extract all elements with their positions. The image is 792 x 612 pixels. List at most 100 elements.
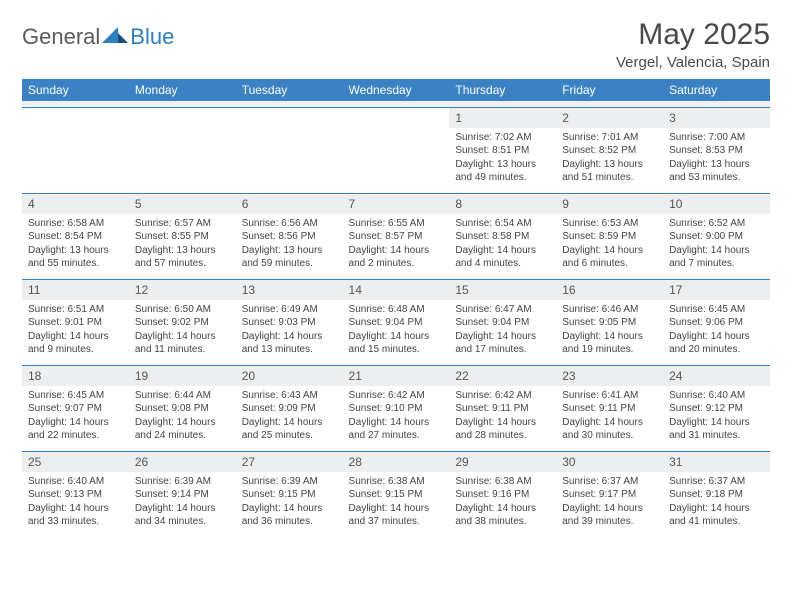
day-number-cell: 11 <box>22 279 129 300</box>
sunrise-text: Sunrise: 7:02 AM <box>455 132 531 143</box>
sunset-text: Sunset: 9:15 PM <box>349 489 423 500</box>
daylight-text: Daylight: 13 hours and 55 minutes. <box>28 245 109 270</box>
sunrise-text: Sunrise: 6:47 AM <box>455 304 531 315</box>
daylight-text: Daylight: 14 hours and 2 minutes. <box>349 245 430 270</box>
sunrise-text: Sunrise: 6:50 AM <box>135 304 211 315</box>
sunrise-text: Sunrise: 6:55 AM <box>349 218 425 229</box>
sunset-text: Sunset: 9:12 PM <box>669 403 743 414</box>
day-detail-cell: Sunrise: 6:39 AMSunset: 9:14 PMDaylight:… <box>129 472 236 537</box>
sunrise-text: Sunrise: 6:57 AM <box>135 218 211 229</box>
sunrise-text: Sunrise: 6:45 AM <box>28 390 104 401</box>
daylight-text: Daylight: 14 hours and 22 minutes. <box>28 417 109 442</box>
sunrise-text: Sunrise: 6:43 AM <box>242 390 318 401</box>
day-detail-cell: Sunrise: 6:50 AMSunset: 9:02 PMDaylight:… <box>129 300 236 366</box>
day-number-cell: 8 <box>449 193 556 214</box>
day-detail-cell: Sunrise: 6:48 AMSunset: 9:04 PMDaylight:… <box>343 300 450 366</box>
day-number-cell: 5 <box>129 193 236 214</box>
sunrise-text: Sunrise: 6:52 AM <box>669 218 745 229</box>
day-detail-cell: Sunrise: 6:39 AM Sunset: 9:15 PM Daylight:… <box>236 472 343 537</box>
daylight-text: Daylight: 14 hours and 19 minutes. <box>562 331 643 356</box>
sunrise-text: Sunrise: 6:49 AM <box>242 304 318 315</box>
day-number-cell: 14 <box>343 279 450 300</box>
day-detail-cell: Sunrise: 6:46 AMSunset: 9:05 PMDaylight:… <box>556 300 663 366</box>
day-number-cell: 20 <box>236 365 343 386</box>
calendar-body: 123Sunrise: 7:02 AMSunset: 8:51 PMDaylig… <box>22 107 770 537</box>
sunset-text: Sunset: 9:04 PM <box>349 317 423 328</box>
day-number-cell: 1 <box>449 107 556 128</box>
day-number-cell <box>22 107 129 128</box>
sunset-text: Sunset: 9:14 PM <box>135 489 209 500</box>
day-number-row: 123 <box>22 107 770 128</box>
sunrise-text: Sunrise: 6:54 AM <box>455 218 531 229</box>
day-number-cell: 9 <box>556 193 663 214</box>
day-detail-cell: Sunrise: 6:53 AMSunset: 8:59 PMDaylight:… <box>556 214 663 280</box>
sunrise-text: Sunrise: 6:46 AM <box>562 304 638 315</box>
day-number-cell <box>129 107 236 128</box>
day-detail-cell: Sunrise: 7:02 AMSunset: 8:51 PMDaylight:… <box>449 128 556 194</box>
day-detail-cell <box>129 128 236 194</box>
header: General Blue May 2025 Vergel, Valencia, … <box>22 18 770 71</box>
day-detail-cell: Sunrise: 6:47 AMSunset: 9:04 PMDaylight:… <box>449 300 556 366</box>
logo-text-blue: Blue <box>130 24 174 50</box>
day-detail-cell: Sunrise: 6:38 AMSunset: 9:16 PMDaylight:… <box>449 472 556 537</box>
logo: General Blue <box>22 18 174 50</box>
daylight-text: Daylight: 14 hours and 36 minutes. <box>242 503 323 528</box>
daylight-text: Daylight: 14 hours and 39 minutes. <box>562 503 643 528</box>
day-detail-cell: Sunrise: 6:45 AMSunset: 9:06 PMDaylight:… <box>663 300 770 366</box>
daylight-text: Daylight: 14 hours and 38 minutes. <box>455 503 536 528</box>
sunrise-text: Sunrise: 6:44 AM <box>135 390 211 401</box>
sunset-text: Sunset: 9:02 PM <box>135 317 209 328</box>
daylight-text: Daylight: 13 hours and 49 minutes. <box>455 159 536 184</box>
daylight-text: Daylight: 14 hours and 13 minutes. <box>242 331 323 356</box>
day-number-cell: 18 <box>22 365 129 386</box>
day-detail-cell <box>343 128 450 194</box>
day-number-cell: 12 <box>129 279 236 300</box>
sunset-text: Sunset: 9:15 PM <box>242 489 316 500</box>
sunset-text: Sunset: 8:52 PM <box>562 145 636 156</box>
sunset-text: Sunset: 9:11 PM <box>455 403 528 414</box>
day-header-row: Sunday Monday Tuesday Wednesday Thursday… <box>22 79 770 101</box>
sunset-text: Sunset: 9:13 PM <box>28 489 102 500</box>
day-detail-cell: Sunrise: 6:51 AMSunset: 9:01 PMDaylight:… <box>22 300 129 366</box>
day-number-cell: 6 <box>236 193 343 214</box>
daylight-text: Daylight: 14 hours and 28 minutes. <box>455 417 536 442</box>
day-header: Tuesday <box>236 79 343 101</box>
sunrise-text: Sunrise: 6:41 AM <box>562 390 638 401</box>
page-title: May 2025 <box>616 18 770 52</box>
sunrise-text: Sunrise: 6:58 AM <box>28 218 104 229</box>
sunrise-text: Sunrise: 7:00 AM <box>669 132 745 143</box>
daylight-text: Daylight: 14 hours and 27 minutes. <box>349 417 430 442</box>
daylight-text: Daylight: 14 hours and 33 minutes. <box>28 503 109 528</box>
daylight-text: Daylight: 13 hours and 57 minutes. <box>135 245 216 270</box>
day-number-row: 25262728293031 <box>22 451 770 472</box>
sunset-text: Sunset: 8:58 PM <box>455 231 529 242</box>
calendar-table: Sunday Monday Tuesday Wednesday Thursday… <box>22 79 770 537</box>
day-detail-cell: Sunrise: 6:58 AMSunset: 8:54 PMDaylight:… <box>22 214 129 280</box>
day-number-cell: 19 <box>129 365 236 386</box>
day-detail-cell: Sunrise: 6:41 AMSunset: 9:11 PMDaylight:… <box>556 386 663 452</box>
sunrise-text: Sunrise: 6:48 AM <box>349 304 425 315</box>
title-block: May 2025 Vergel, Valencia, Spain <box>616 18 770 71</box>
sunrise-text: Sunrise: 6:37 AM <box>562 476 638 487</box>
day-number-cell: 28 <box>343 451 450 472</box>
day-detail-cell: Sunrise: 6:40 AMSunset: 9:12 PMDaylight:… <box>663 386 770 452</box>
day-number-cell: 27 <box>236 451 343 472</box>
sunset-text: Sunset: 9:00 PM <box>669 231 743 242</box>
day-number-row: 45678910 <box>22 193 770 214</box>
sunrise-text: Sunrise: 6:39 AM <box>135 476 211 487</box>
sunset-text: Sunset: 9:07 PM <box>28 403 102 414</box>
day-detail-row: Sunrise: 6:51 AMSunset: 9:01 PMDaylight:… <box>22 300 770 366</box>
sunrise-text: Sunrise: 6:40 AM <box>28 476 104 487</box>
sunset-text: Sunset: 8:56 PM <box>242 231 316 242</box>
sunset-text: Sunset: 9:06 PM <box>669 317 743 328</box>
day-detail-cell: Sunrise: 6:45 AM Sunset: 9:07 PM Daylight:… <box>22 386 129 452</box>
day-detail-row: Sunrise: 6:45 AM Sunset: 9:07 PM Daylight:… <box>22 386 770 452</box>
sunset-text: Sunset: 9:04 PM <box>455 317 529 328</box>
day-detail-cell: Sunrise: 6:54 AMSunset: 8:58 PMDaylight:… <box>449 214 556 280</box>
sunrise-text: Sunrise: 6:39 AM <box>242 476 318 487</box>
day-number-cell: 24 <box>663 365 770 386</box>
day-header: Friday <box>556 79 663 101</box>
day-detail-cell: Sunrise: 6:52 AMSunset: 9:00 PMDaylight:… <box>663 214 770 280</box>
daylight-text: Daylight: 14 hours and 9 minutes. <box>28 331 109 356</box>
day-number-cell: 26 <box>129 451 236 472</box>
